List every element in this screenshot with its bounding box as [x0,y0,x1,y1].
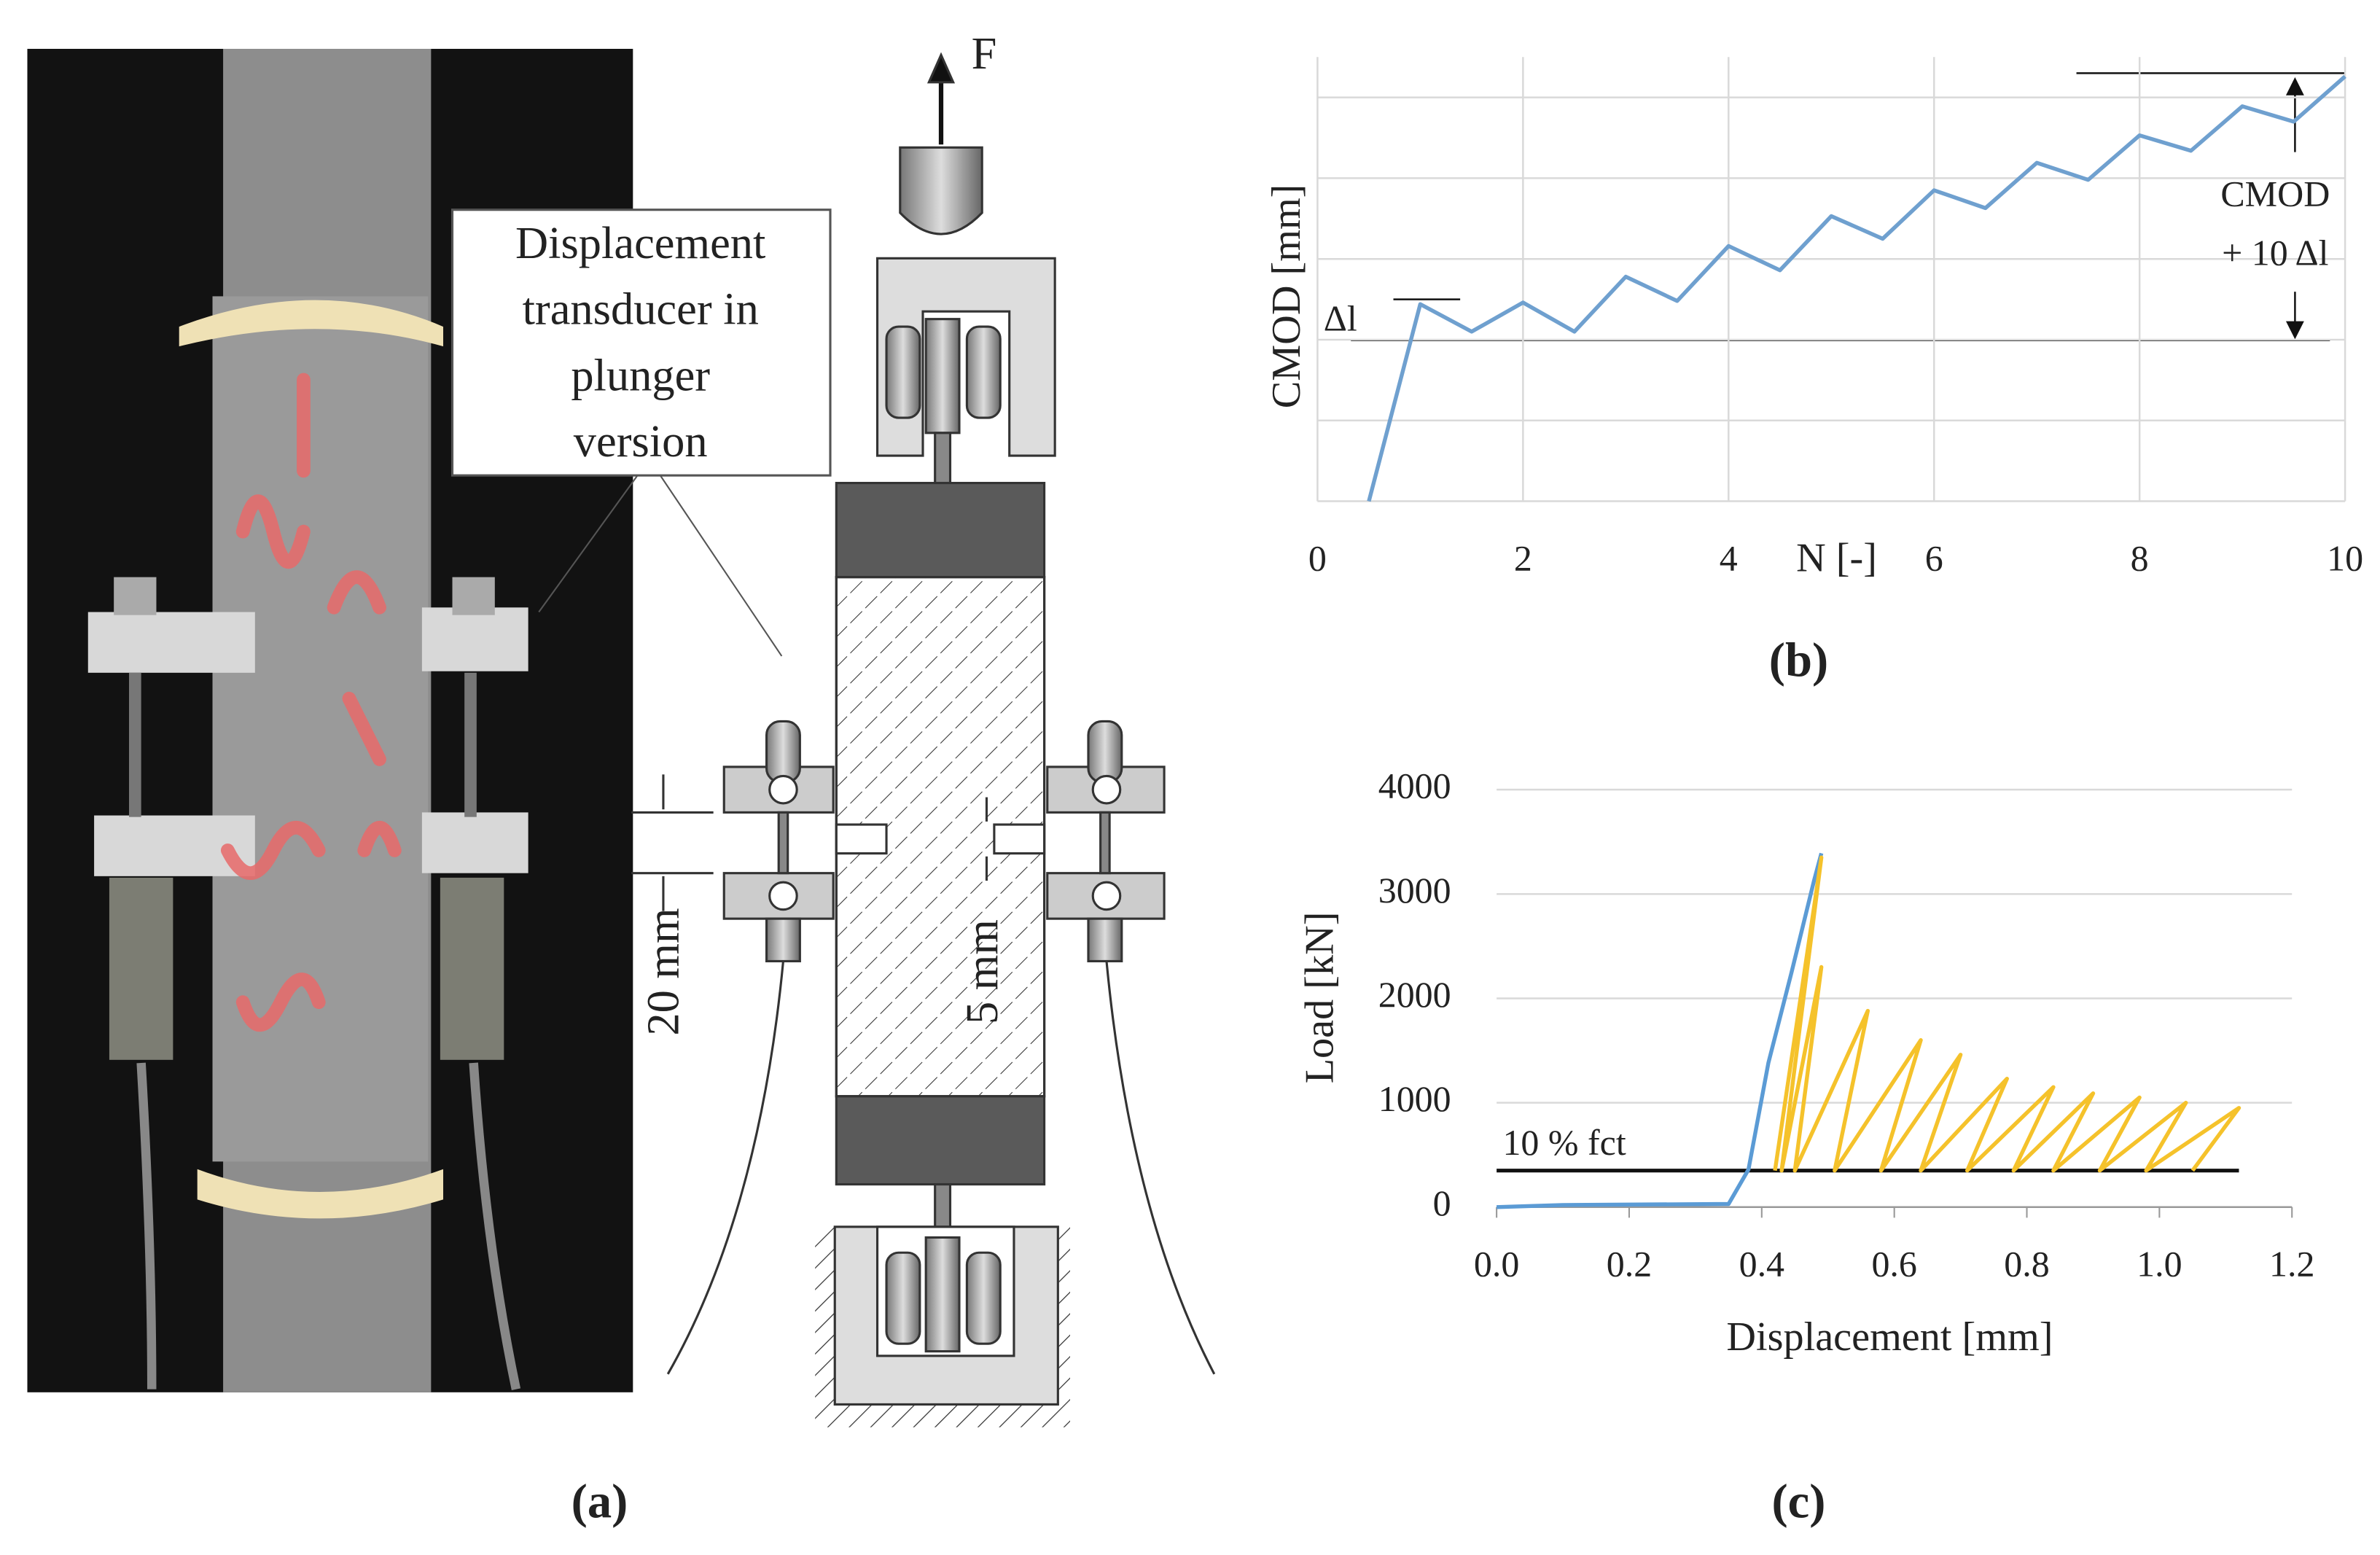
x-tick-label: 2 [1514,537,1532,578]
y-tick-label: 2000 [1378,974,1451,1015]
x-tick-label: 10 [2327,537,2363,578]
x-tick-label: 1.0 [2137,1244,2182,1285]
x-tick-label: 1.2 [2269,1244,2314,1285]
gauge-length-label: 20 mm [638,908,689,1035]
x-tick-label: 0.4 [1739,1244,1784,1285]
x-tick-label: 0.6 [1871,1244,1916,1285]
callout-line-text: Displacement [515,217,765,268]
annotation: Δl [1324,297,1357,338]
x-axis-label: Displacement [mm] [1726,1314,2053,1360]
series-line [1773,855,2242,1173]
callout-line [659,475,783,657]
callout-line-text: transducer in [523,284,759,335]
y-tick-label: 4000 [1378,765,1451,806]
callout-line [538,475,639,613]
panel-label: (a) [571,1475,628,1528]
x-tick-label: 4 [1720,537,1738,578]
y-axis-label: Load [kN] [1298,912,1343,1084]
notch-label: 5 mm [956,919,1007,1024]
test-setup-diagram [631,52,1216,1427]
y-tick-label: 0 [1433,1182,1451,1223]
annotation: + 10 Δl [2222,233,2328,273]
x-tick-label: 8 [2131,537,2149,578]
callout-text: Displacement transducer in plunger version [515,217,765,467]
panel-label: (c) [1772,1475,1826,1528]
x-tick-label: 0.0 [1474,1244,1519,1285]
x-tick-label: 0.2 [1607,1244,1652,1285]
series-line [1367,74,2346,502]
callout-line-text: version [574,416,708,467]
y-axis-label: CMOD [mm] [1264,184,1309,409]
series-line [1497,852,1824,1209]
chart-b-annotation-lines [1351,72,2346,342]
x-axis-label: N [-] [1796,536,1877,581]
panel-label: (b) [1769,634,1828,687]
annotation: CMOD [2220,174,2330,214]
force-label: F [972,28,997,79]
x-tick-label: 6 [1925,537,1943,578]
y-tick-label: 1000 [1378,1078,1451,1119]
y-tick-label: 3000 [1378,870,1451,911]
callout-line-text: plunger [571,349,710,400]
x-tick-label: 0 [1308,537,1327,578]
x-tick-label: 0.8 [2004,1244,2049,1285]
reference-label: 10 % fct [1502,1122,1626,1163]
callout-box [450,208,832,477]
